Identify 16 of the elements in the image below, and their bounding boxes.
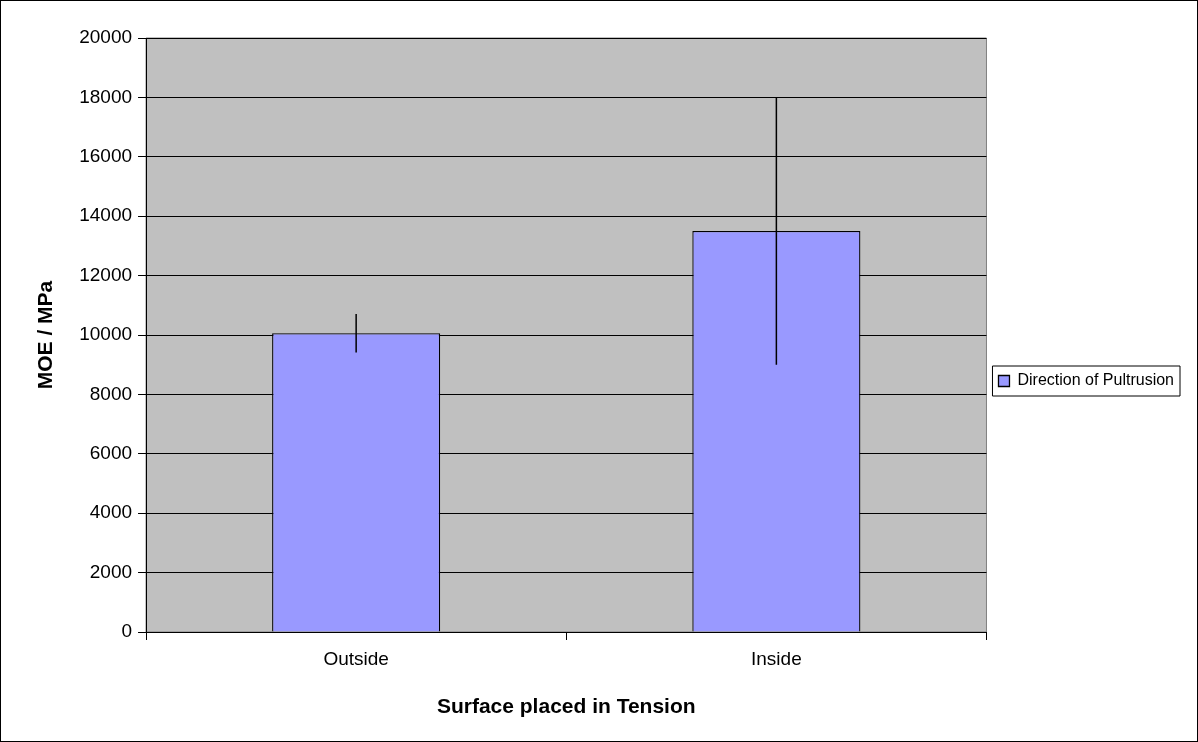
y-tick-label: 14000	[79, 204, 133, 226]
y-tick-label: 12000	[79, 263, 133, 285]
y-axis-title: MOE / MPa	[33, 280, 57, 390]
legend-label: Direction of Pultrusion	[1017, 371, 1174, 389]
y-tick-label: 20000	[79, 26, 133, 48]
x-tick-label: Outside	[323, 647, 389, 669]
y-tick-label: 2000	[89, 560, 133, 582]
x-axis-title: Surface placed in Tension	[436, 694, 696, 718]
x-tick-label: Inside	[751, 647, 802, 669]
y-tick-label: 18000	[79, 85, 133, 107]
y-tick-label: 6000	[89, 442, 133, 464]
y-tick-label: 4000	[89, 501, 133, 523]
y-tick-label: 8000	[89, 382, 133, 404]
y-tick-label: 0	[121, 620, 133, 642]
y-tick-label: 16000	[79, 145, 133, 167]
y-tick-label: 10000	[79, 323, 133, 345]
